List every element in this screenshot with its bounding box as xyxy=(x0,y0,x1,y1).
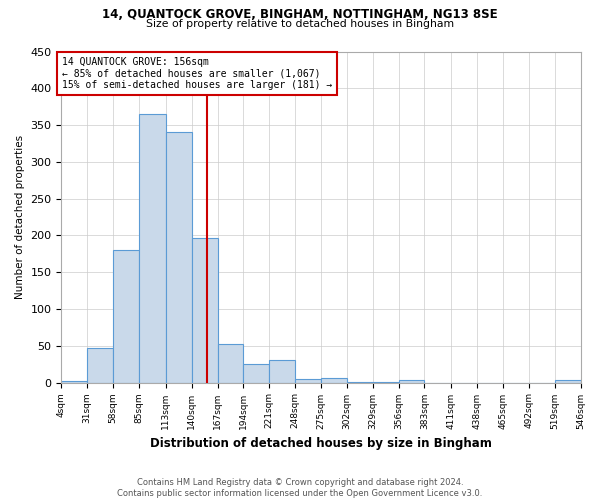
Y-axis label: Number of detached properties: Number of detached properties xyxy=(15,135,25,299)
Bar xyxy=(554,380,581,382)
X-axis label: Distribution of detached houses by size in Bingham: Distribution of detached houses by size … xyxy=(150,437,492,450)
Bar xyxy=(61,381,87,382)
Bar xyxy=(244,364,269,382)
Bar xyxy=(321,378,347,382)
Text: 14 QUANTOCK GROVE: 156sqm
← 85% of detached houses are smaller (1,067)
15% of se: 14 QUANTOCK GROVE: 156sqm ← 85% of detac… xyxy=(62,56,332,90)
Bar xyxy=(295,379,321,382)
Bar xyxy=(113,250,139,382)
Bar xyxy=(166,132,191,382)
Bar xyxy=(398,380,424,382)
Text: Size of property relative to detached houses in Bingham: Size of property relative to detached ho… xyxy=(146,19,454,29)
Text: Contains HM Land Registry data © Crown copyright and database right 2024.
Contai: Contains HM Land Registry data © Crown c… xyxy=(118,478,482,498)
Bar xyxy=(139,114,166,382)
Bar xyxy=(218,344,244,382)
Bar xyxy=(87,348,113,382)
Bar xyxy=(269,360,295,382)
Bar xyxy=(191,238,218,382)
Text: 14, QUANTOCK GROVE, BINGHAM, NOTTINGHAM, NG13 8SE: 14, QUANTOCK GROVE, BINGHAM, NOTTINGHAM,… xyxy=(102,8,498,20)
